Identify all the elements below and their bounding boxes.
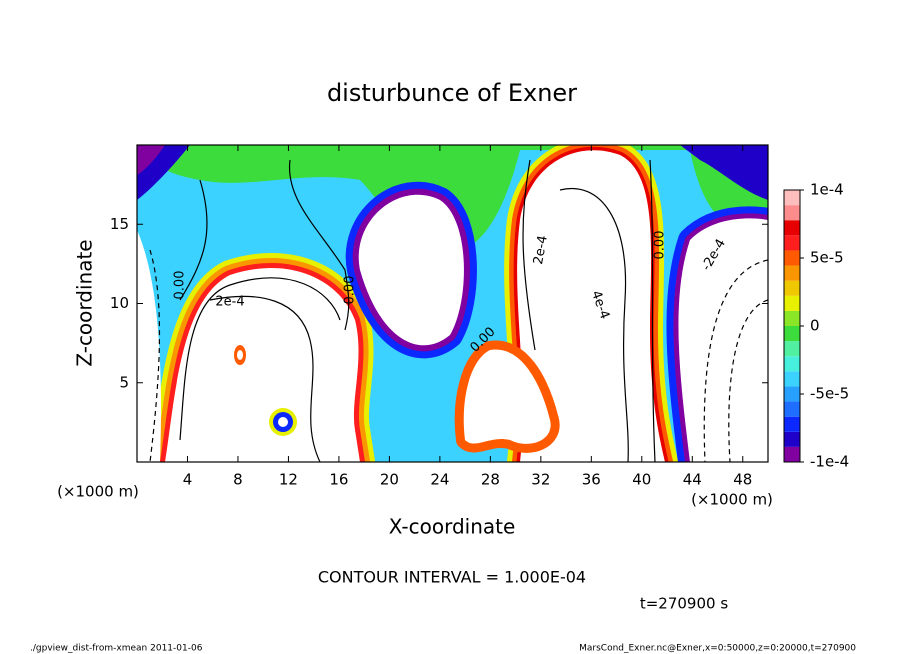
- contour-label: 2e-4: [215, 295, 244, 310]
- x-unit: (×1000 m): [691, 491, 773, 509]
- contour-label: 0.00: [653, 231, 668, 260]
- colorbar-band: [784, 190, 800, 206]
- contour-label: 0.00: [173, 271, 188, 300]
- colorbar-band: [784, 371, 800, 387]
- colorbar-band: [784, 386, 800, 402]
- colorbar-band: [784, 310, 800, 326]
- contour-field: [137, 145, 768, 462]
- colorbar-band: [784, 341, 800, 357]
- colorbar-tick-label: 5e-5: [810, 249, 844, 267]
- colorbar-band: [784, 326, 800, 342]
- y-tick-label: 10: [110, 294, 129, 312]
- x-tick-label: 32: [531, 471, 550, 489]
- colorbar-band: [784, 416, 800, 432]
- y-unit: (×1000 m): [57, 483, 139, 501]
- x-axis-label: X-coordinate: [389, 515, 516, 539]
- y-tick-label: 15: [110, 215, 129, 233]
- colorbar-band: [784, 265, 800, 281]
- x-tick-label: 12: [279, 471, 298, 489]
- x-tick-label: 40: [632, 471, 651, 489]
- x-tick-label: 24: [430, 471, 449, 489]
- x-tick-label: 36: [582, 471, 601, 489]
- colorbar-band: [784, 356, 800, 372]
- x-tick-label: 48: [733, 471, 752, 489]
- colorbar-tick-label: 1e-4: [810, 181, 844, 199]
- chart-title: disturbunce of Exner: [327, 79, 577, 107]
- colorbar-band: [784, 250, 800, 266]
- y-axis-label: Z-coordinate: [73, 239, 97, 366]
- colorbar-tick-label: -5e-5: [810, 385, 849, 403]
- x-tick-label: 16: [329, 471, 348, 489]
- x-tick-label: 4: [183, 471, 193, 489]
- colorbar-band: [784, 280, 800, 296]
- x-tick-label: 44: [683, 471, 702, 489]
- x-tick-label: 28: [481, 471, 500, 489]
- time-label: t=270900 s: [640, 595, 728, 613]
- colorbar-band: [784, 401, 800, 417]
- footer-left: ./gpview_dist-from-xmean 2011-01-06: [30, 644, 203, 654]
- colorbar-band: [784, 220, 800, 236]
- contour-label: 0.00: [343, 276, 358, 305]
- colorbar-band: [784, 446, 800, 462]
- footer-right: MarsCond_Exner.nc@Exner,x=0:50000,z=0:20…: [579, 644, 856, 654]
- colorbar-tick-label: 0: [810, 317, 820, 335]
- y-tick-label: 5: [119, 373, 129, 391]
- contour-label: 2e-4: [531, 234, 551, 265]
- x-tick-label: 8: [233, 471, 243, 489]
- colorbar-band: [784, 235, 800, 251]
- contour-interval: CONTOUR INTERVAL = 1.000E-04: [318, 568, 586, 587]
- colorbar-band: [784, 295, 800, 311]
- colorbar-tick-label: -1e-4: [810, 453, 849, 471]
- colorbar-band: [784, 431, 800, 447]
- x-tick-label: 20: [380, 471, 399, 489]
- colorbar-band: [784, 205, 800, 221]
